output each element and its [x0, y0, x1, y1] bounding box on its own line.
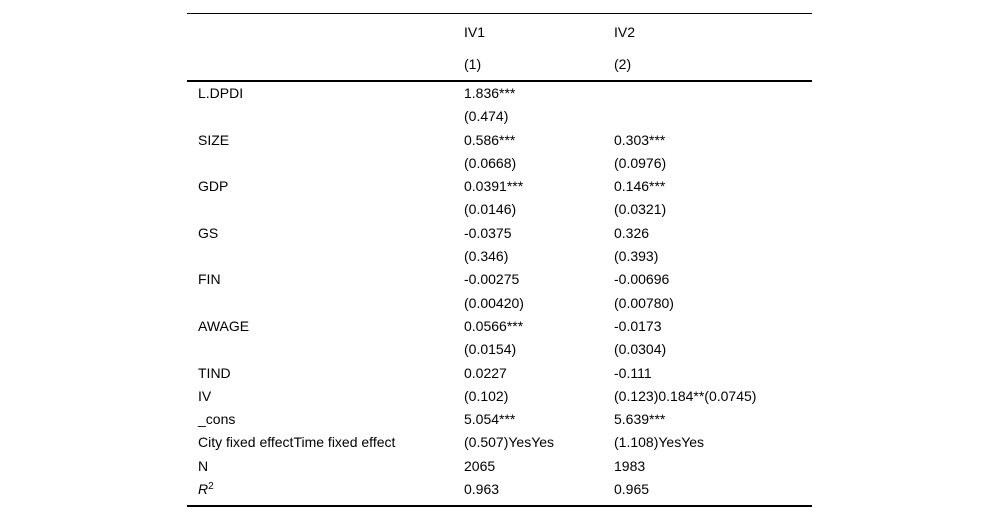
table-row: (0.00420) (0.00780) [187, 292, 812, 315]
cell-iv2: -0.00696 [614, 271, 670, 288]
row-label: GS [198, 224, 219, 241]
cell-iv2: 0.303*** [614, 131, 666, 148]
cell-iv2: (1.108)YesYes [614, 434, 705, 451]
cell-iv2: 0.965 [614, 481, 650, 498]
cell-iv2: (0.393) [614, 248, 659, 265]
cell-iv2: -0.0173 [614, 317, 662, 334]
table-row: (0.0668) (0.0976) [187, 152, 812, 175]
row-label [187, 198, 464, 221]
cell-iv2: 1983 [614, 457, 646, 474]
cell-iv2 [614, 82, 812, 105]
row-label: R2 [198, 481, 214, 498]
cell-iv1: (0.507)YesYes [464, 434, 555, 451]
cell-iv2: 5.639*** [614, 411, 666, 428]
row-label: AWAGE [198, 317, 250, 334]
row-label: N [198, 457, 209, 474]
cell-iv1: 2065 [464, 457, 496, 474]
cell-iv2: (0.00780) [614, 294, 674, 311]
cell-iv2: (0.123)0.184**(0.0745) [614, 387, 757, 404]
table-row: (0.0154) (0.0304) [187, 338, 812, 361]
table-row: TIND 0.0227 -0.111 [187, 362, 812, 385]
cell-iv1: (0.00420) [464, 294, 524, 311]
table-row: FIN -0.00275 -0.00696 [187, 268, 812, 291]
cell-iv1: 0.0391*** [464, 178, 524, 195]
column-header-iv1: IV1 [464, 24, 486, 40]
table-row: IV (0.102) (0.123)0.184**(0.0745) [187, 385, 812, 408]
table-row: (0.0146) (0.0321) [187, 198, 812, 221]
cell-iv1: -0.00275 [464, 271, 520, 288]
column-header-iv2: IV2 [614, 24, 636, 40]
cell-iv1: (0.474) [464, 108, 509, 125]
row-label: SIZE [198, 131, 230, 148]
row-label: _cons [198, 411, 236, 428]
cell-iv1: 0.963 [464, 481, 500, 498]
table-row: R2 0.963 0.965 [187, 478, 812, 501]
cell-iv1: 1.836*** [464, 85, 516, 101]
cell-iv1: (0.346) [464, 248, 509, 265]
cell-iv1: (0.0146) [464, 201, 517, 218]
table-row: SIZE 0.586*** 0.303*** [187, 129, 812, 152]
table-row: GDP 0.0391*** 0.146*** [187, 175, 812, 198]
cell-iv2 [614, 105, 812, 128]
table-body: L.DPDI 1.836*** (0.474) SIZE 0.586*** 0.… [187, 82, 812, 508]
column-subheader-2: (2) [614, 56, 632, 72]
table-row: (0.474) [187, 105, 812, 128]
row-label: IV [198, 387, 212, 404]
column-subheader-1: (1) [464, 56, 482, 72]
cell-iv1: 0.586*** [464, 131, 516, 148]
table-row: (0.346) (0.393) [187, 245, 812, 268]
row-label [187, 245, 464, 268]
table-row: N 2065 1983 [187, 455, 812, 478]
cell-iv2: 0.326 [614, 224, 650, 241]
row-label: GDP [198, 178, 229, 195]
table-row: _cons 5.054*** 5.639*** [187, 408, 812, 431]
cell-iv2: -0.111 [614, 364, 652, 381]
cell-iv1: 5.054*** [464, 411, 516, 428]
row-label: City fixed effectTime fixed effect [198, 434, 396, 451]
cell-iv1: (0.102) [464, 387, 509, 404]
header-label-cell [187, 48, 464, 80]
cell-iv1: (0.0154) [464, 341, 517, 358]
table-row: City fixed effectTime fixed effect (0.50… [187, 431, 812, 454]
cell-iv2: (0.0976) [614, 154, 667, 171]
cell-iv1: (0.0668) [464, 154, 517, 171]
regression-table: IV1 IV2 (1) (2) L.DPDI 1.836*** (0.474) … [187, 13, 812, 508]
row-label [187, 338, 464, 361]
row-label: L.DPDI [198, 85, 244, 101]
table-header: IV1 IV2 (1) (2) [187, 14, 812, 82]
header-title-row: IV1 IV2 [187, 16, 812, 48]
cell-iv2: (0.0304) [614, 341, 667, 358]
row-label [187, 292, 464, 315]
cell-iv1: 0.0566*** [464, 317, 524, 334]
cell-iv1: -0.0375 [464, 224, 512, 241]
row-label: TIND [198, 364, 231, 381]
cell-iv2: 0.146*** [614, 178, 666, 195]
row-label [187, 105, 464, 128]
table-row: GS -0.0375 0.326 [187, 222, 812, 245]
row-label [187, 152, 464, 175]
row-label: FIN [198, 271, 221, 288]
cell-iv1: 0.0227 [464, 364, 507, 381]
header-number-row: (1) (2) [187, 48, 812, 80]
table-row: AWAGE 0.0566*** -0.0173 [187, 315, 812, 338]
table-row: L.DPDI 1.836*** [187, 82, 812, 105]
header-label-cell [187, 16, 464, 48]
cell-iv2: (0.0321) [614, 201, 667, 218]
